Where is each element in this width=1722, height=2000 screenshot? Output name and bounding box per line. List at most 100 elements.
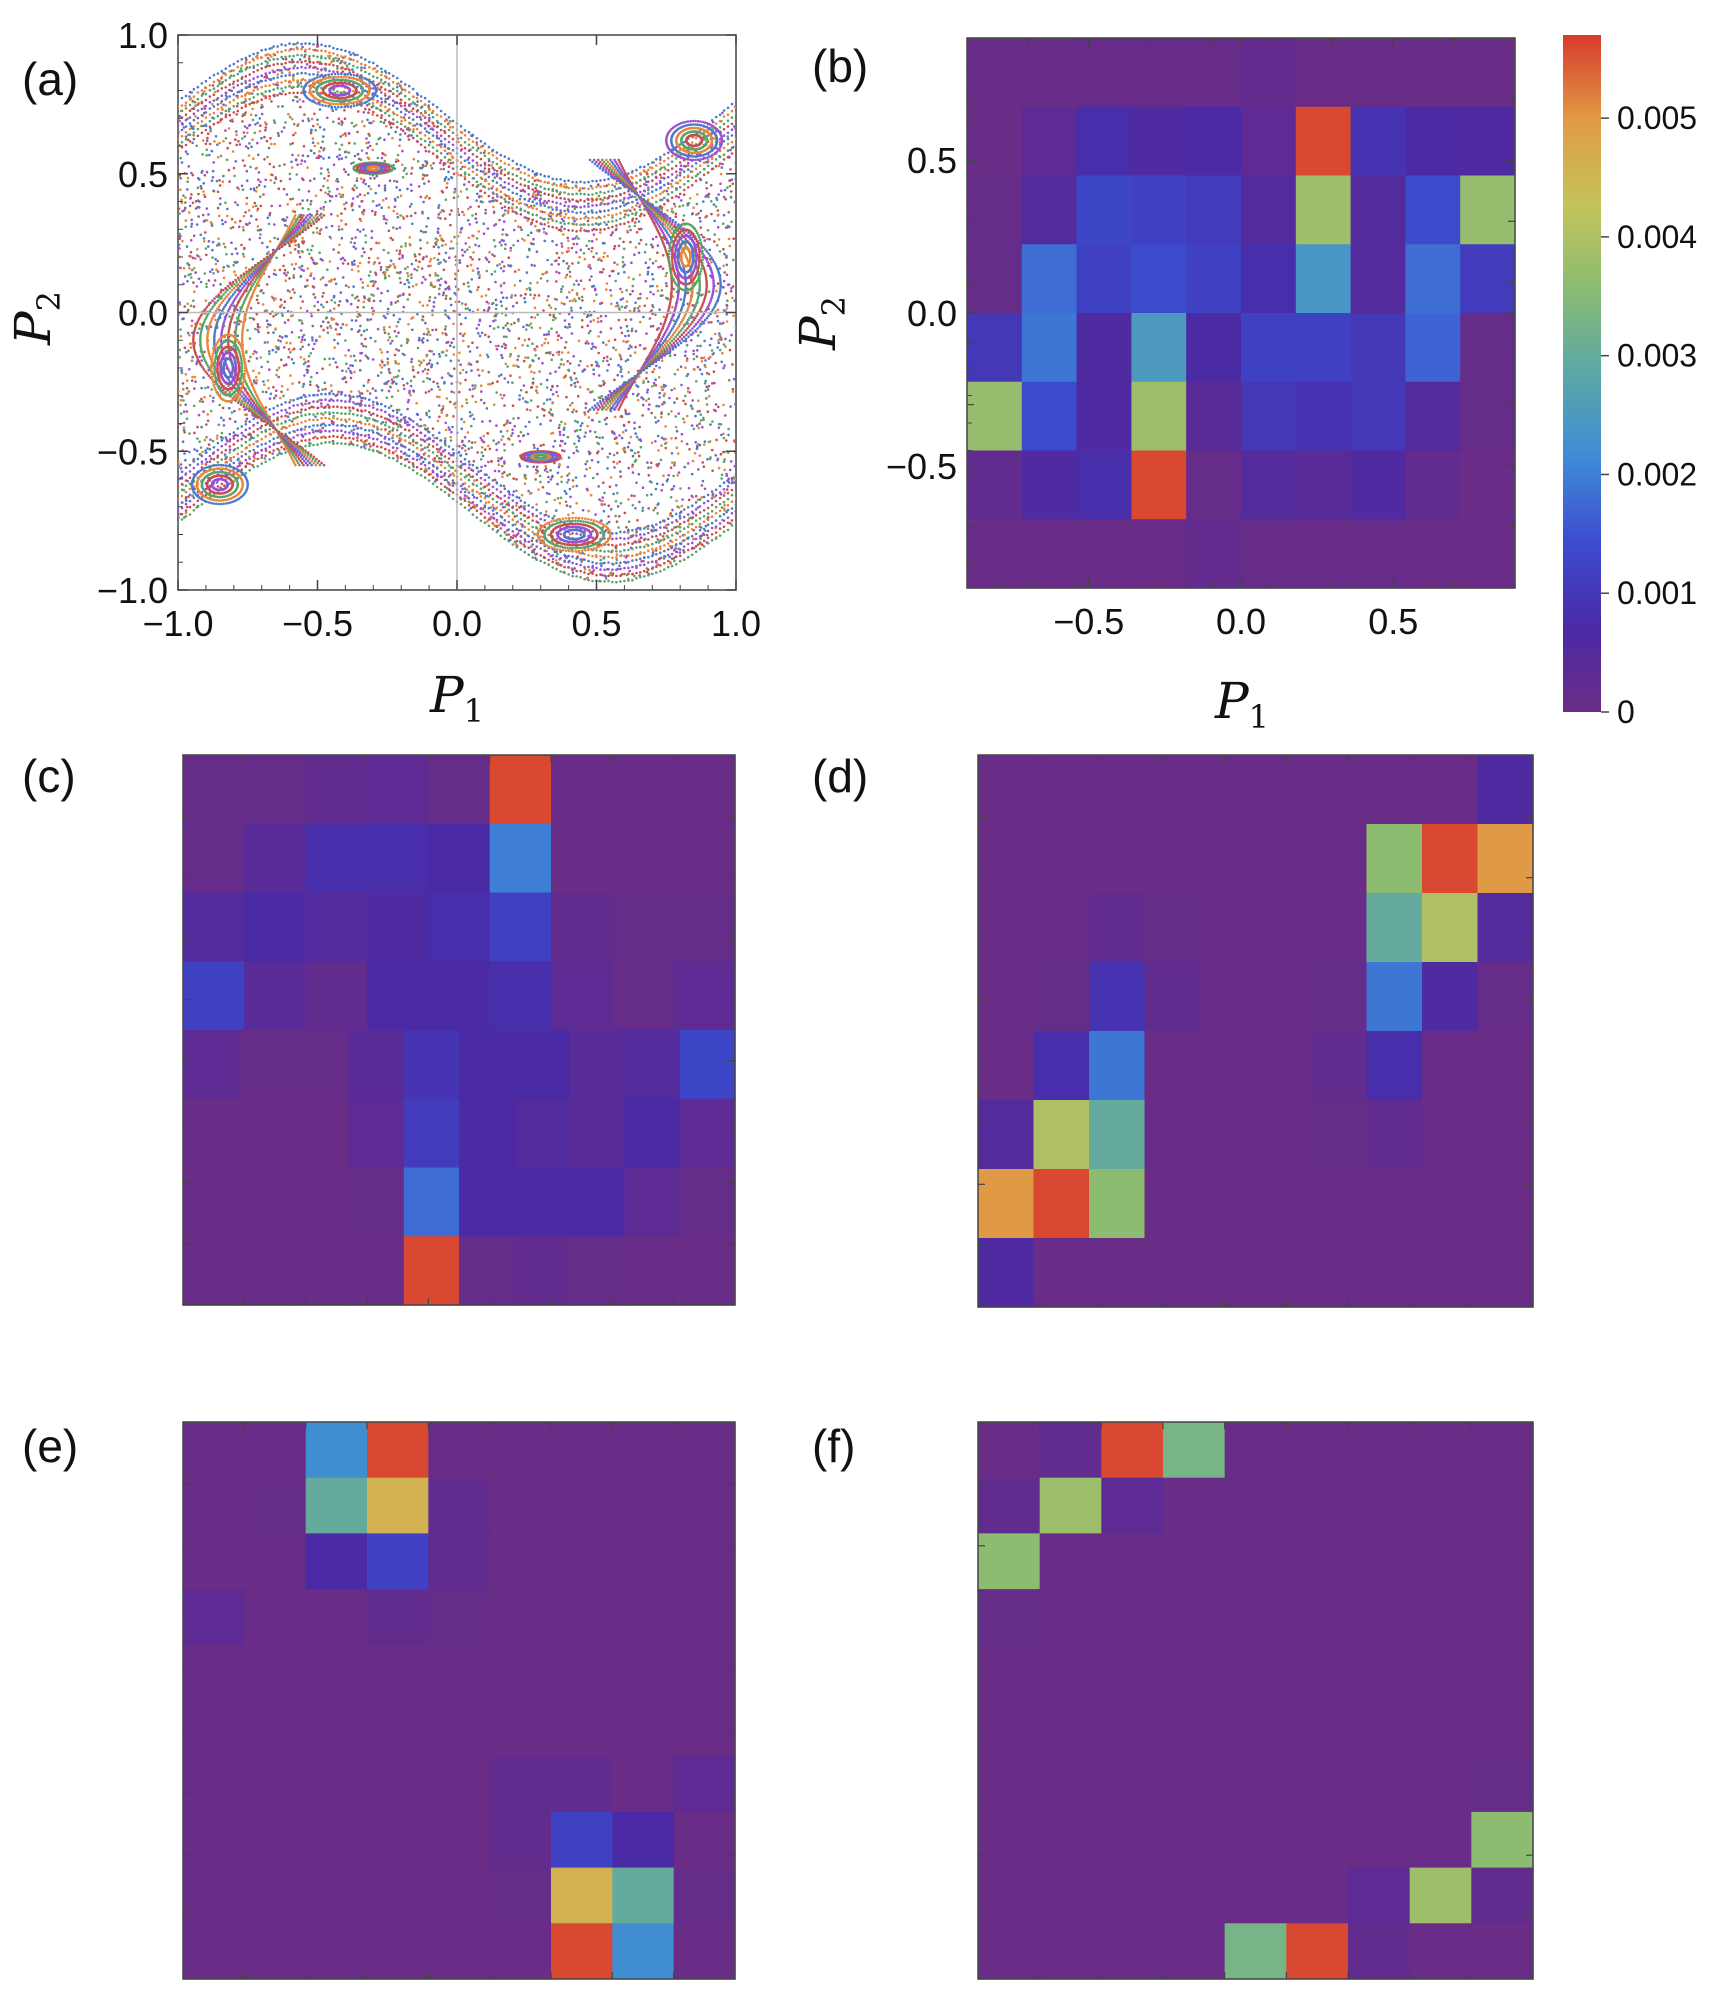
scatter-point (585, 460, 589, 463)
scatter-point (613, 244, 617, 248)
scatter-point (408, 293, 411, 296)
scatter-point (298, 318, 301, 322)
scatter-point (370, 306, 374, 310)
scatter-point (350, 162, 353, 165)
scatter-point (193, 375, 197, 379)
scatter-point (630, 327, 634, 331)
scatter-point (659, 265, 663, 268)
scatter-point (185, 245, 189, 248)
scatter-point (361, 199, 364, 203)
scatter-point (678, 205, 681, 208)
scatter-point (359, 392, 362, 395)
scatter-point (353, 184, 357, 187)
scatter-point (733, 299, 736, 303)
scatter-point (185, 417, 189, 421)
scatter-point (337, 251, 340, 254)
scatter-point (267, 146, 271, 150)
scatter-point (290, 117, 294, 121)
scatter-point (651, 284, 654, 288)
scatter-point (592, 368, 595, 372)
scatter-point (244, 420, 248, 423)
scatter-point (354, 424, 358, 428)
scatter-point (684, 394, 687, 398)
scatter-point (697, 468, 700, 471)
scatter-point (188, 266, 191, 270)
scatter-point (719, 172, 723, 176)
scatter-point (194, 104, 197, 107)
scatter-point (523, 504, 526, 508)
scatter-point (411, 328, 414, 332)
scatter-point (669, 512, 672, 515)
scatter-point (380, 206, 384, 209)
scatter-point (322, 328, 325, 332)
scatter-point (532, 359, 535, 363)
scatter-point (711, 492, 715, 496)
scatter-point (437, 278, 441, 282)
scatter-point (490, 459, 493, 463)
scatter-point (213, 140, 216, 143)
scatter-point (333, 301, 337, 304)
scatter-point (548, 411, 551, 414)
scatter-point (620, 375, 624, 378)
scatter-point (428, 274, 432, 277)
scatter-point (202, 124, 206, 128)
scatter-point (723, 468, 726, 472)
scatter-point (475, 221, 479, 224)
scatter-point (504, 346, 507, 350)
scatter-point (409, 393, 412, 397)
scatter-point (633, 494, 636, 498)
scatter-point (461, 254, 465, 257)
scatter-point (509, 374, 512, 378)
scatter-point (585, 487, 589, 491)
scatter-point (487, 306, 491, 309)
scatter-point (722, 343, 726, 346)
scatter-point (478, 274, 482, 277)
scatter-point (344, 134, 348, 138)
scatter-point (441, 405, 445, 408)
scatter-point (512, 417, 515, 420)
scatter-point (571, 299, 574, 303)
scatter-point (221, 406, 225, 410)
scatter-point (268, 211, 272, 215)
scatter-point (483, 448, 487, 451)
scatter-point (368, 392, 372, 395)
scatter-point (351, 364, 355, 368)
scatter-point (693, 368, 696, 371)
scatter-point (716, 346, 719, 349)
scatter-point (353, 241, 357, 245)
scatter-point (720, 322, 723, 326)
scatter-point (577, 439, 581, 443)
scatter-point (412, 465, 415, 469)
scatter-point (195, 285, 199, 288)
scatter-point (692, 349, 695, 353)
scatter-point (282, 364, 286, 367)
scatter-point (488, 250, 491, 254)
scatter-point (481, 454, 485, 458)
scatter-point (671, 306, 674, 309)
scatter-point (552, 318, 555, 322)
scatter-point (469, 263, 473, 267)
scatter-point (268, 352, 271, 356)
scatter-point (352, 125, 356, 128)
scatter-point (521, 343, 524, 347)
scatter-point (379, 348, 382, 351)
scatter-point (660, 412, 663, 416)
scatter-point (695, 380, 698, 383)
scatter-point (604, 314, 608, 318)
scatter-point (533, 264, 536, 267)
scatter-point (620, 367, 623, 371)
scatter-point (652, 368, 656, 371)
scatter-point (197, 192, 200, 196)
scatter-point (699, 226, 703, 229)
scatter-point (606, 455, 610, 459)
scatter-point (673, 387, 676, 390)
scatter-point (402, 305, 406, 309)
scatter-point (400, 119, 403, 123)
scatter-point (503, 443, 506, 446)
scatter-point (607, 515, 610, 518)
scatter-point (713, 240, 716, 243)
scatter-point (580, 226, 583, 230)
scatter-point (464, 303, 468, 306)
scatter-point (297, 245, 301, 248)
scatter-point (305, 309, 309, 313)
